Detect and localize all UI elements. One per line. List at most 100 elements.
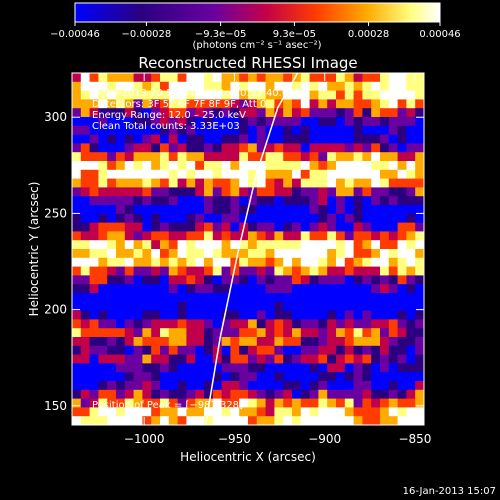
heatmap-cell (212, 231, 223, 241)
heatmap-cell (309, 310, 319, 320)
heatmap-cell (142, 363, 152, 373)
heatmap-cell (300, 293, 311, 303)
heatmap-cell (177, 363, 187, 373)
heatmap-cell (98, 345, 108, 356)
heatmap-cell (327, 398, 337, 408)
heatmap-cell (186, 328, 196, 338)
heatmap-cell (371, 345, 381, 356)
heatmap-cell (212, 81, 223, 92)
heatmap-cell (116, 301, 126, 312)
heatmap-cell (309, 81, 319, 92)
heatmap-cell (221, 275, 231, 285)
heatmap-cell (212, 389, 223, 400)
heatmap-cell (415, 240, 424, 250)
heatmap-cell (230, 178, 240, 188)
heatmap-cell (397, 231, 407, 241)
heatmap-cell (107, 372, 117, 382)
heatmap-cell (353, 372, 363, 382)
heatmap-cell (388, 81, 399, 92)
heatmap-cell (318, 416, 328, 425)
heatmap-cell (142, 205, 152, 215)
heatmap-cell (265, 257, 275, 268)
heatmap-cell (89, 407, 99, 417)
heatmap-cell (107, 381, 117, 391)
heatmap-cell (397, 152, 407, 162)
heatmap-cell (239, 108, 249, 118)
heatmap-cell (380, 293, 390, 303)
heatmap-cell (256, 81, 267, 92)
heatmap-cell (212, 275, 223, 285)
heatmap-cell (336, 143, 346, 153)
colorbar-unit-label: (photons cm⁻² s⁻¹ asec⁻²) (192, 40, 321, 51)
heatmap-cell (371, 240, 381, 250)
heatmap-cell (230, 125, 240, 136)
heatmap-cell (415, 345, 424, 356)
heatmap-cell (362, 319, 372, 329)
heatmap-cell (151, 117, 161, 127)
heatmap-cell (283, 398, 293, 408)
heatmap-cell (256, 125, 267, 136)
heatmap-cell (248, 363, 258, 373)
heatmap-cell (160, 187, 170, 197)
heatmap-cell (344, 398, 355, 408)
heatmap-cell (151, 231, 161, 241)
x-axis-ticks: −1000 −950 −900 −850 (124, 73, 431, 446)
heatmap-cell (274, 178, 284, 188)
heatmap-cell (336, 301, 346, 312)
heatmap-cell (212, 249, 223, 259)
heatmap-cell (371, 416, 381, 425)
heatmap-cell (72, 73, 82, 83)
heatmap-cell (256, 310, 267, 320)
heatmap-cell (388, 354, 399, 364)
heatmap-image (72, 73, 424, 425)
heatmap-cell (380, 231, 390, 241)
heatmap-cell (124, 328, 135, 338)
heatmap-cell (72, 134, 82, 144)
heatmap-cell (336, 398, 346, 408)
heatmap-cell (204, 389, 214, 400)
heatmap-cell (327, 222, 337, 232)
heatmap-cell (107, 143, 117, 153)
heatmap-cell (388, 99, 399, 109)
heatmap-cell (265, 73, 275, 83)
heatmap-cell (239, 178, 249, 188)
heatmap-cell (98, 108, 108, 118)
heatmap-cell (283, 301, 293, 312)
heatmap-cell (292, 161, 302, 171)
heatmap-cell (72, 196, 82, 206)
heatmap-cell (248, 161, 258, 171)
heatmap-cell (406, 196, 416, 206)
heatmap-cell (371, 108, 381, 118)
heatmap-cell (380, 381, 390, 391)
heatmap-cell (388, 196, 399, 206)
heatmap-cell (292, 117, 302, 127)
heatmap-cell (98, 187, 108, 197)
heatmap-cell (142, 407, 152, 417)
heatmap-cell (292, 319, 302, 329)
heatmap-cell (292, 152, 302, 162)
heatmap-cell (256, 257, 267, 268)
heatmap-cell (107, 345, 117, 356)
heatmap-cell (212, 222, 223, 232)
heatmap-cell (274, 328, 284, 338)
heatmap-cell (371, 407, 381, 417)
heatmap-cell (274, 293, 284, 303)
heatmap-cell (204, 354, 214, 364)
heatmap-cell (388, 337, 399, 347)
heatmap-cell (151, 389, 161, 400)
heatmap-cell (415, 231, 424, 241)
heatmap-cell (248, 337, 258, 347)
heatmap-cell (300, 389, 311, 400)
heatmap-cell (151, 301, 161, 312)
heatmap-cell (124, 381, 135, 391)
heatmap-cell (239, 293, 249, 303)
heatmap-cell (362, 187, 372, 197)
heatmap-cell (151, 178, 161, 188)
heatmap-cell (195, 257, 205, 268)
heatmap-cell (142, 389, 152, 400)
heatmap-cell (388, 117, 399, 127)
heatmap-cell (362, 99, 372, 109)
heatmap-cell (265, 416, 275, 425)
heatmap-cell (256, 196, 267, 206)
heatmap-cell (336, 293, 346, 303)
